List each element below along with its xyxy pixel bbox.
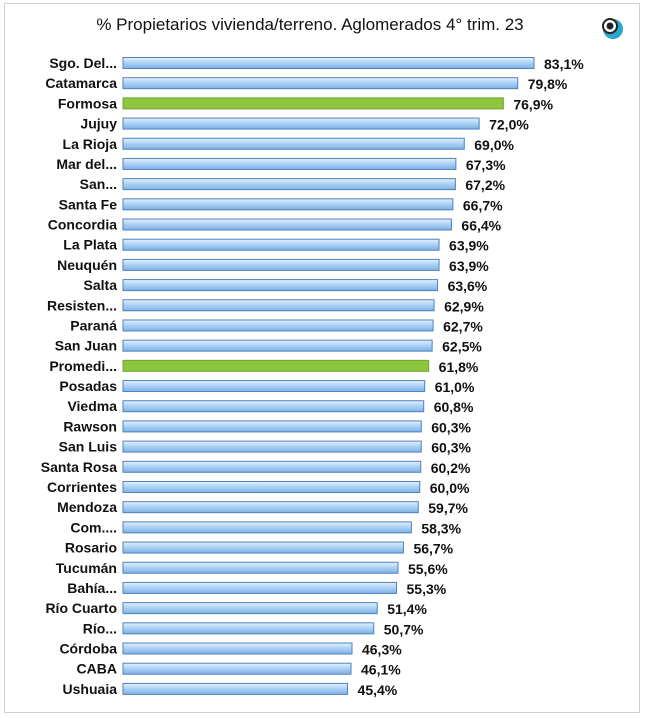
data-label: 60,3% — [431, 440, 471, 456]
category-label: La Rioja — [63, 136, 118, 152]
bar — [122, 299, 435, 312]
bar-highlighted — [122, 359, 430, 372]
data-label: 46,3% — [362, 642, 402, 658]
data-label: 60,2% — [431, 460, 471, 476]
data-label: 59,7% — [428, 500, 468, 516]
bar — [122, 400, 425, 413]
category-label: Río... — [83, 620, 117, 636]
data-label: 67,3% — [466, 157, 506, 173]
category-label: San Juan — [55, 338, 117, 354]
data-label: 76,9% — [513, 96, 553, 112]
category-label: Concordia — [48, 217, 117, 233]
category-label: Ushuaia — [63, 681, 118, 697]
data-label: 63,9% — [449, 238, 489, 254]
category-label: Bahía... — [67, 580, 117, 596]
category-label: Promedi... — [49, 358, 117, 374]
bar — [122, 157, 457, 170]
data-label: 55,6% — [408, 561, 448, 577]
bar — [122, 178, 456, 191]
data-label: 51,4% — [387, 601, 427, 617]
bar — [122, 198, 454, 211]
category-label: Neuquén — [57, 257, 117, 273]
bar — [122, 561, 399, 574]
category-label: Paraná — [70, 317, 117, 333]
data-label: 60,8% — [434, 399, 474, 415]
category-label: CABA — [77, 661, 117, 677]
chart-title: % Propietarios vivienda/terreno. Aglomer… — [96, 15, 524, 34]
category-label: San... — [80, 176, 117, 192]
data-label: 67,2% — [465, 177, 505, 193]
data-label: 72,0% — [489, 117, 529, 133]
category-label: Río Cuarto — [45, 600, 117, 616]
bar — [122, 642, 353, 655]
bar — [122, 218, 452, 231]
category-label: San Luis — [59, 439, 118, 455]
category-label: La Plata — [63, 237, 117, 253]
category-label: Viedma — [67, 398, 117, 414]
category-label: Resisten... — [47, 297, 117, 313]
bar — [122, 258, 440, 271]
data-label: 55,3% — [407, 581, 447, 597]
category-label: Formosa — [58, 95, 117, 111]
bar — [122, 602, 378, 615]
category-label: Rosario — [65, 540, 117, 556]
bar — [122, 440, 422, 453]
bar — [122, 380, 426, 393]
bar — [122, 238, 440, 251]
category-label: Córdoba — [59, 641, 117, 657]
bar — [122, 622, 375, 635]
data-label: 62,5% — [442, 339, 482, 355]
bar — [122, 480, 421, 493]
category-label: Rawson — [63, 418, 117, 434]
category-label: Com.... — [70, 519, 117, 535]
data-label: 50,7% — [384, 621, 424, 637]
category-label: Corrientes — [47, 479, 117, 495]
category-label: Mar del... — [56, 156, 117, 172]
category-label: Jujuy — [80, 116, 117, 132]
data-label: 62,7% — [443, 318, 483, 334]
data-label: 61,0% — [435, 379, 475, 395]
category-label: Posadas — [59, 378, 117, 394]
bar — [122, 319, 434, 332]
bar — [122, 682, 349, 695]
bar-highlighted — [122, 97, 504, 110]
eye-logo-icon — [602, 18, 623, 39]
bar — [122, 662, 352, 675]
category-label: Santa Fe — [59, 196, 118, 212]
bar — [122, 581, 398, 594]
bar — [122, 339, 433, 352]
data-label: 83,1% — [544, 56, 584, 72]
data-label: 62,9% — [444, 298, 484, 314]
bar — [122, 279, 439, 292]
bar — [122, 541, 404, 554]
bar — [122, 137, 465, 150]
data-label: 66,7% — [463, 197, 503, 213]
data-label: 58,3% — [421, 520, 461, 536]
category-label: Mendoza — [57, 499, 117, 515]
category-label: Salta — [84, 277, 118, 293]
category-label: Catamarca — [45, 75, 117, 91]
data-label: 56,7% — [413, 541, 453, 557]
category-label: Sgo. Del... — [49, 55, 117, 71]
data-label: 69,0% — [474, 137, 514, 153]
data-label: 60,3% — [431, 419, 471, 435]
data-label: 63,9% — [449, 258, 489, 274]
bar — [122, 77, 519, 90]
data-label: 46,1% — [361, 662, 401, 678]
data-label: 79,8% — [528, 76, 568, 92]
data-label: 63,6% — [448, 278, 488, 294]
data-label: 45,4% — [358, 682, 398, 698]
data-label: 60,0% — [430, 480, 470, 496]
bar — [122, 521, 412, 534]
bar — [122, 420, 422, 433]
category-label: Santa Rosa — [41, 459, 117, 475]
data-label: 66,4% — [461, 218, 501, 234]
bar — [122, 57, 535, 69]
bar — [122, 117, 480, 130]
category-label: Tucumán — [56, 560, 117, 576]
bar — [122, 460, 422, 473]
data-label: 61,8% — [439, 359, 479, 375]
bar — [122, 501, 419, 514]
